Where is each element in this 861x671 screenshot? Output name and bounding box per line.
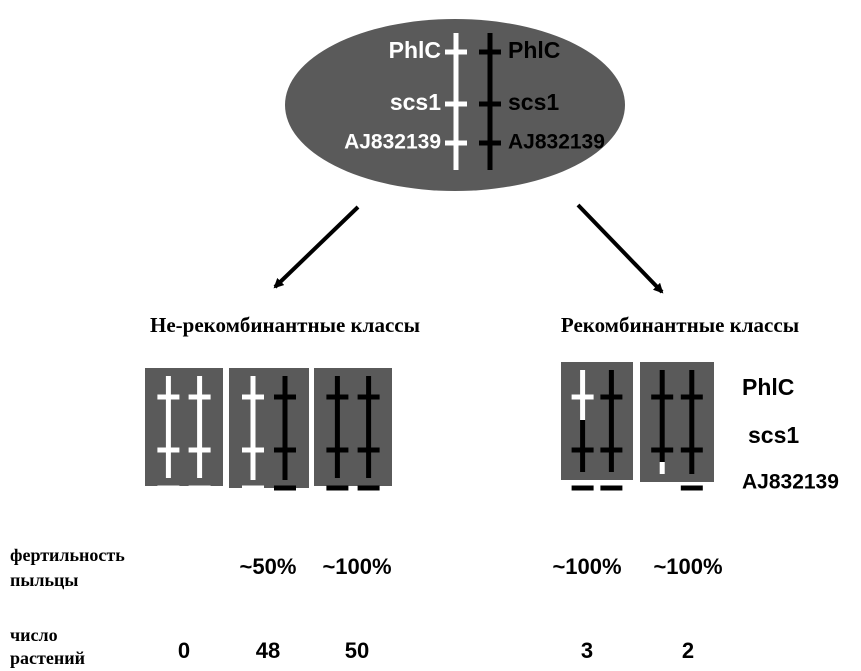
group-title: Не-рекомбинантные классы [150, 313, 420, 337]
arrow [578, 205, 662, 292]
group-title: Рекомбинантные классы [561, 313, 799, 337]
fertility-value: ~50% [240, 554, 297, 579]
class-box [229, 368, 309, 488]
fertility-value: ~100% [322, 554, 391, 579]
marker-label: PhlC [742, 374, 794, 400]
row-label: пыльцы [10, 570, 78, 590]
plant-count: 3 [581, 638, 593, 663]
marker-label: scs1 [748, 422, 799, 448]
plant-count: 50 [345, 638, 369, 663]
fertility-value: ~100% [552, 554, 621, 579]
marker-label: scs1 [508, 89, 559, 115]
row-label: фертильность [10, 545, 125, 565]
plant-count: 2 [682, 638, 694, 663]
marker-label: AJ832139 [344, 131, 441, 154]
plant-count: 48 [256, 638, 280, 663]
marker-label: scs1 [390, 89, 441, 115]
arrow [275, 207, 358, 287]
marker-label: AJ832139 [742, 471, 839, 494]
class-box [145, 368, 223, 486]
marker-label: PhlC [508, 37, 560, 63]
marker-label: PhlC [389, 37, 441, 63]
diagram: PhlC PhlC scs1 scs1 AJ832139 AJ832139 Не-реком… [0, 0, 861, 671]
marker-label: AJ832139 [508, 131, 605, 154]
row-label: число [10, 625, 58, 645]
class-box [640, 362, 714, 482]
plant-count: 0 [178, 638, 190, 663]
row-label: растений [10, 648, 85, 668]
class-box [561, 362, 633, 480]
fertility-value: ~100% [653, 554, 722, 579]
class-box [314, 368, 392, 486]
